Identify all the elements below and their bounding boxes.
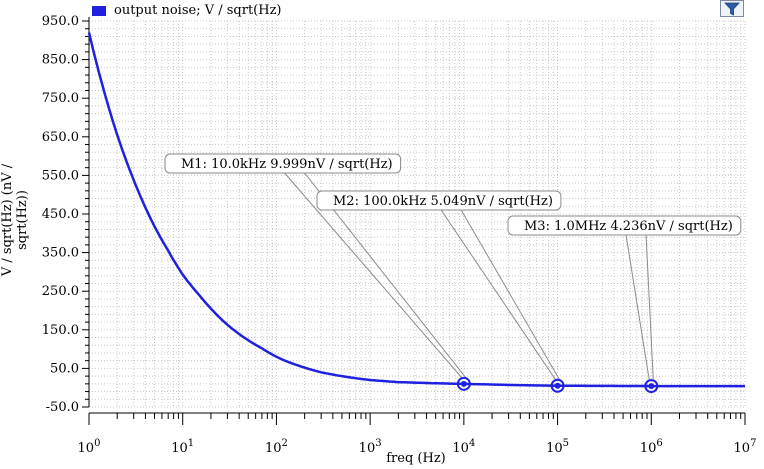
grid — [89, 20, 746, 408]
marker-dot — [648, 383, 655, 390]
marker-ring — [456, 376, 471, 391]
x-axis-label: freq (Hz) — [386, 451, 446, 466]
marker-box — [507, 215, 742, 236]
marker-label: M3: 1.0MHz 4.236nV / sqrt(Hz) — [524, 219, 733, 234]
x-tick-label: 102 — [265, 438, 288, 456]
y-tick-label: 950.0 — [42, 14, 79, 29]
marker-label: M1: 10.0kHz 9.999nV / sqrt(Hz) — [181, 157, 393, 172]
marker-dot — [554, 382, 561, 389]
x-tick-label: 101 — [171, 438, 194, 456]
legend[interactable]: output noise; V / sqrt(Hz) — [92, 3, 282, 18]
series-line — [87, 32, 745, 388]
marker-ring — [644, 379, 659, 394]
y-axis-label: V / sqrt(Hz) (nV / sqrt(Hz)) — [0, 163, 30, 277]
marker-leader — [645, 234, 654, 381]
y-tick-label: 850.0 — [42, 53, 79, 68]
marker-3: M3: 1.0MHz 4.236nV / sqrt(Hz) — [507, 215, 742, 394]
marker-label: M2: 100.0kHz 5.049nV / sqrt(Hz) — [333, 194, 553, 209]
marker-leader — [625, 234, 650, 381]
filter-button[interactable] — [720, 0, 744, 17]
y-tick-label: 150.0 — [42, 323, 79, 338]
marker-leader — [284, 172, 463, 379]
y-tick-label: 50.0 — [50, 361, 79, 376]
y-tick-label: 350.0 — [42, 246, 79, 261]
marker-leader — [460, 209, 561, 381]
y-tick-label: 450.0 — [42, 207, 79, 222]
x-tick-label: 100 — [78, 438, 101, 456]
marker-ring — [550, 378, 565, 393]
filter-icon — [724, 2, 740, 16]
y-tick-label: 650.0 — [42, 130, 79, 145]
marker-box — [164, 153, 402, 174]
y-tick-label: 250.0 — [42, 284, 79, 299]
y-tick-label: -50.0 — [46, 400, 79, 415]
legend-swatch — [92, 5, 106, 16]
x-tick-label: 107 — [734, 438, 757, 456]
marker-2: M2: 100.0kHz 5.049nV / sqrt(Hz) — [316, 190, 565, 393]
x-tick-label: 104 — [452, 438, 475, 456]
marker-box — [316, 190, 562, 211]
marker-dot — [460, 380, 467, 387]
y-tick-label: 550.0 — [42, 168, 79, 183]
marker-leader — [440, 209, 556, 381]
legend-label: output noise; V / sqrt(Hz) — [114, 3, 282, 18]
x-tick-label: 103 — [359, 438, 382, 456]
x-tick-label: 106 — [640, 438, 663, 456]
y-tick-label: 750.0 — [42, 91, 79, 106]
x-tick-label: 105 — [546, 438, 569, 456]
